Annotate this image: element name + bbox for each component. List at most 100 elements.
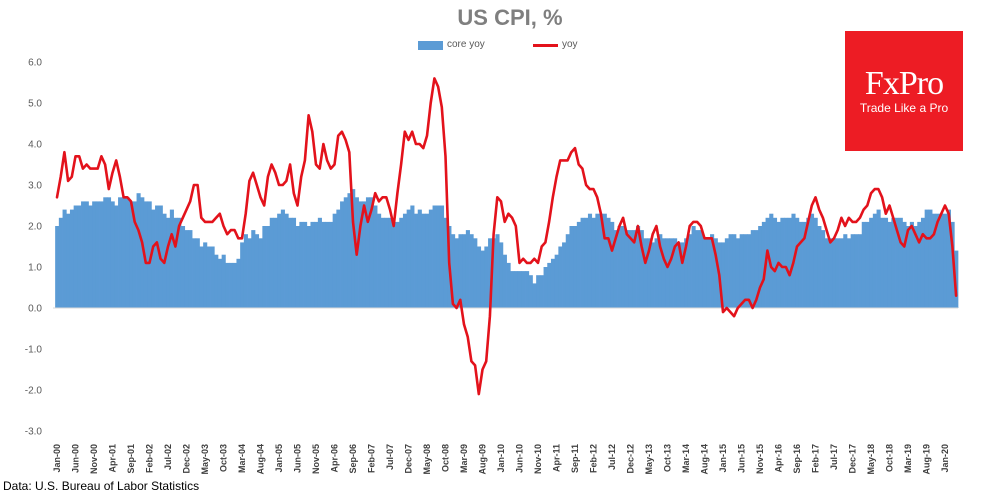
x-tick-label: Nov-00 [89,444,99,474]
bar-core-yoy [451,234,456,308]
bar-core-yoy [924,209,929,308]
bar-core-yoy [240,242,245,308]
bar-core-yoy [421,213,426,308]
bar-core-yoy [454,238,459,308]
bar-core-yoy [780,217,785,308]
bar-core-yoy [887,221,892,308]
x-tick-label: Sep-16 [792,444,802,474]
bar-core-yoy [336,209,341,308]
bar-core-yoy [395,221,400,308]
x-tick-label: Jan-15 [718,444,728,473]
bar-core-yoy [754,230,759,308]
bar-core-yoy [854,234,859,308]
bar-core-yoy [691,226,696,308]
bar-core-yoy [229,262,234,308]
bar-core-yoy [787,217,792,308]
bar-core-yoy [580,217,585,308]
bar-core-yoy [517,271,522,308]
bar-core-yoy [410,205,415,308]
bar-core-yoy [654,238,659,308]
bar-core-yoy [602,213,607,308]
bar-core-yoy [391,221,396,308]
bar-core-yoy [698,230,704,308]
bar-core-yoy [539,275,544,308]
bar-core-yoy [484,246,489,308]
bar-core-yoy [832,238,837,308]
bar-core-yoy [273,217,278,308]
bar-core-yoy [110,201,115,308]
bar-core-yoy [943,213,948,308]
bar-core-yoy [169,209,174,308]
bar-core-yoy [769,213,774,308]
x-tick-label: May-03 [200,444,210,475]
bar-core-yoy [351,189,356,308]
bar-core-yoy [743,234,748,308]
bar-core-yoy [295,226,300,308]
bar-core-yoy [706,238,711,308]
bar-core-yoy [58,217,63,308]
bar-core-yoy [343,197,348,308]
bar-core-yoy [721,242,726,308]
x-tick-label: Dec-07 [404,444,414,474]
y-tick-label: 1.0 [28,263,42,274]
bar-core-yoy [299,221,304,308]
bar-core-yoy [898,217,903,308]
bar-core-yoy [650,242,655,308]
bar-core-yoy [528,275,533,308]
bar-core-yoy [647,238,652,308]
bar-core-yoy [565,234,570,308]
bar-core-yoy [595,213,600,308]
bar-core-yoy [795,217,800,308]
bar-core-yoy [177,217,182,308]
bar-core-yoy [576,221,581,308]
x-tick-label: Feb-17 [811,444,821,473]
bar-core-yoy [254,234,260,308]
x-tick-label: Feb-12 [589,444,599,473]
bar-core-yoy [291,217,297,308]
bar-core-yoy [173,217,178,308]
bar-core-yoy [495,234,500,308]
bar-core-yoy [210,246,215,308]
bar-core-yoy [103,197,108,308]
bar-core-yoy [480,250,485,308]
bar-core-yoy [710,234,715,308]
x-tick-label: Mar-09 [459,444,469,473]
bar-core-yoy [772,217,778,308]
logo-brand-text: FxPro [864,65,944,102]
x-tick-label: Jan-20 [940,444,950,473]
y-tick-label: 4.0 [28,140,42,151]
bar-core-yoy [587,213,593,308]
bar-core-yoy [232,262,237,308]
bar-core-yoy [599,213,604,308]
bar-core-yoy [735,238,741,308]
bar-core-yoy [821,230,826,308]
bar-core-yoy [591,217,596,308]
bar-core-yoy [747,234,752,308]
bar-core-yoy [835,238,840,308]
x-axis-tick-labels: Jan-00 Jun-00 Nov-00 Apr-01 Sep-01 Feb-02 Jul-… [52,444,950,475]
bar-core-yoy [728,234,733,308]
bar-core-yoy [761,221,766,308]
bar-core-yoy [798,221,803,308]
bar-core-yoy [121,197,126,308]
bar-core-yoy [913,226,918,308]
x-tick-label: Sep-06 [348,444,358,474]
series-line-yoy [55,77,958,396]
y-tick-label: 5.0 [28,99,42,110]
x-tick-label: Aug-19 [922,444,932,475]
x-tick-label: Nov-15 [755,444,765,474]
bar-core-yoy [425,213,430,308]
bar-core-yoy [266,226,271,308]
x-tick-label: Oct-08 [441,444,451,472]
bar-core-yoy [550,258,556,308]
bar-core-yoy [636,226,641,308]
bar-core-yoy [388,217,393,308]
bar-core-yoy [809,213,815,308]
bar-core-yoy [432,205,437,308]
bar-core-yoy [236,258,241,308]
bar-core-yoy [399,217,404,308]
bar-core-yoy [147,201,152,308]
bar-core-yoy [562,242,567,308]
logo-tagline-text: Trade Like a Pro [859,101,949,115]
y-axis-tick-labels: 6.0 5.0 4.0 3.0 2.0 1.0 0.0 -1.0 -2.0 -3.0 [25,58,43,438]
